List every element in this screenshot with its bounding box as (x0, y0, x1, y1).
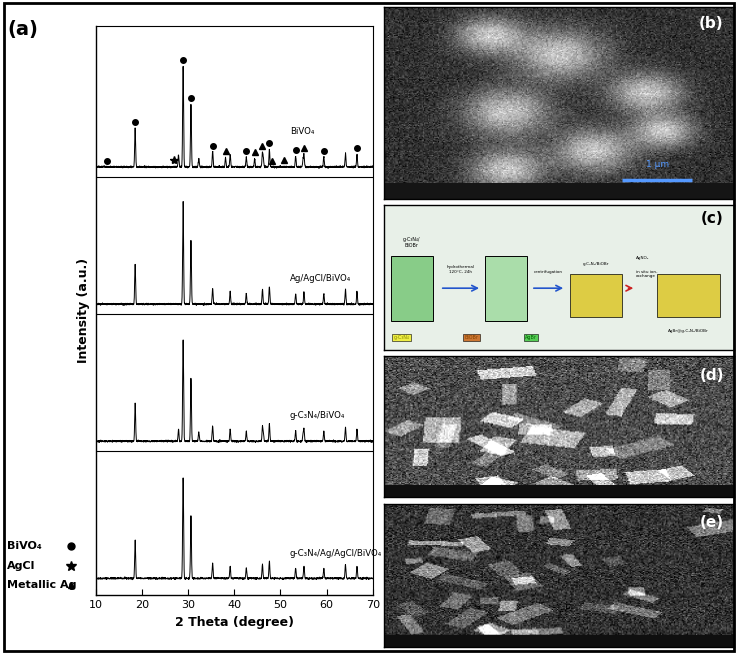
X-axis label: 2 Theta (degree): 2 Theta (degree) (175, 615, 294, 628)
Text: centrifugation: centrifugation (534, 269, 563, 273)
Text: hydrothermal
120°C, 24h: hydrothermal 120°C, 24h (447, 265, 475, 273)
Text: BiVO₄: BiVO₄ (7, 541, 42, 551)
Text: g-C₃N₄/BiOBr: g-C₃N₄/BiOBr (582, 262, 609, 266)
Text: BiVO₄: BiVO₄ (289, 127, 314, 136)
Text: BiOBr: BiOBr (464, 335, 478, 340)
Text: Metallic Ag: Metallic Ag (7, 580, 77, 591)
Text: g-C₃N₄/
BiOBr: g-C₃N₄/ BiOBr (403, 237, 421, 249)
Text: AgBr@g-C₃N₄/BiOBr: AgBr@g-C₃N₄/BiOBr (669, 329, 709, 333)
Bar (486, 256, 528, 321)
Text: g-C₃N₄/Ag/AgCl/BiVO₄: g-C₃N₄/Ag/AgCl/BiVO₄ (289, 549, 382, 558)
Text: AgCl: AgCl (7, 560, 35, 571)
Text: g-C₃N₄: g-C₃N₄ (393, 335, 410, 340)
Text: AgBr: AgBr (525, 335, 537, 340)
Text: in situ ion-
exchange: in situ ion- exchange (636, 269, 658, 279)
Y-axis label: Intensity (a.u.): Intensity (a.u.) (77, 258, 90, 363)
Text: g-C₃N₄/BiVO₄: g-C₃N₄/BiVO₄ (289, 411, 345, 421)
Text: (d): (d) (700, 368, 724, 383)
Text: Ag/AgCl/BiVO₄: Ag/AgCl/BiVO₄ (289, 274, 351, 283)
Text: AgNO₃: AgNO₃ (636, 256, 649, 260)
Text: (b): (b) (699, 16, 724, 31)
Text: 1 μm: 1 μm (646, 160, 669, 169)
Text: (e): (e) (700, 515, 724, 530)
Bar (391, 256, 432, 321)
Bar (657, 273, 720, 317)
Text: (a): (a) (7, 20, 38, 39)
Bar (570, 273, 622, 317)
Text: (c): (c) (701, 211, 724, 226)
